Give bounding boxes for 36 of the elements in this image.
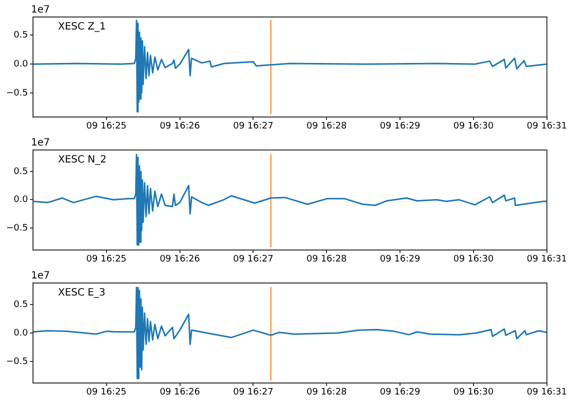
x-tick-label: 09 16:25 [86, 388, 127, 398]
x-tick-label: 09 16:25 [86, 254, 127, 265]
y-tick-label: −0.5 [6, 356, 28, 367]
text: 1e7 [31, 138, 50, 149]
x-tick-label: 09 16:28 [306, 388, 348, 398]
y-tick-label: −0.5 [6, 223, 28, 234]
text: 1e7 [31, 4, 50, 16]
x-tick-label: 09 16:29 [380, 122, 420, 132]
y-tick-label: 0.0 [14, 59, 28, 70]
x-tick-label: 09 16:30 [453, 254, 494, 265]
text: XESC Z_1 [58, 22, 106, 33]
x-tick-label: 09 16:26 [160, 122, 200, 132]
x-tick-label: 09 16:29 [380, 388, 420, 398]
x-tick-label: 09 16:27 [233, 122, 274, 132]
x-tick-label: 09 16:31 [526, 388, 567, 398]
x-tick-label: 09 16:26 [160, 388, 200, 398]
x-tick-label: 09 16:31 [526, 254, 567, 265]
y-tick-label: 0.0 [14, 195, 28, 206]
x-tick-label: 09 16:27 [233, 388, 274, 398]
x-tick-label: 09 16:25 [86, 122, 127, 132]
x-tick-label: 09 16:29 [380, 254, 420, 265]
x-tick-label: 09 16:26 [160, 254, 200, 265]
y-tick-label: 0.5 [14, 166, 28, 177]
x-tick-label: 09 16:27 [233, 254, 274, 265]
x-tick-label: 09 16:31 [526, 122, 567, 132]
text: 1e7 [31, 270, 50, 282]
x-tick-label: 09 16:30 [453, 122, 494, 132]
x-tick-label: 09 16:30 [453, 388, 494, 398]
x-tick-label: 09 16:28 [306, 122, 348, 132]
y-tick-label: 0.5 [14, 30, 28, 40]
y-tick-label: 0.5 [14, 300, 28, 310]
x-tick-label: 09 16:28 [306, 254, 348, 265]
y-tick-label: −0.5 [6, 88, 28, 99]
y-tick-label: 0.0 [14, 328, 28, 338]
text: XESC E_3 [58, 288, 106, 299]
text: XESC N_2 [58, 154, 107, 166]
